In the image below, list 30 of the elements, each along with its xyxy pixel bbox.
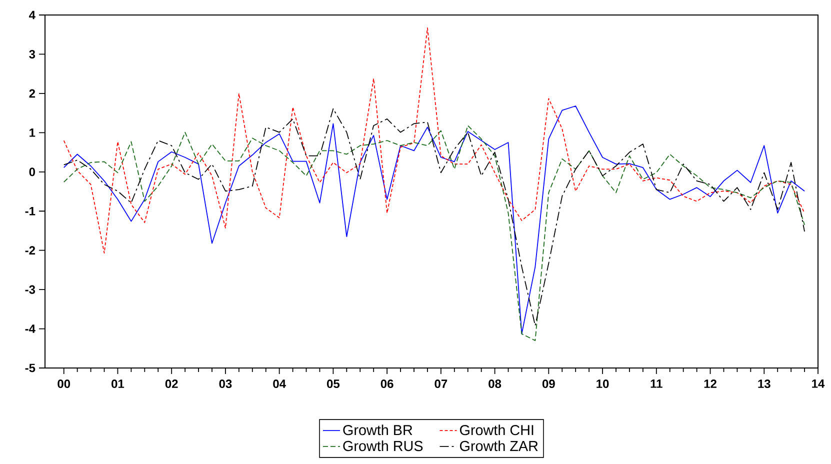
y-tick-label: -5 (25, 364, 36, 372)
x-tick-label: 05 (326, 380, 340, 388)
x-tick-label: 13 (758, 380, 770, 388)
y-tick-label: -1 (25, 206, 36, 216)
line-series (63, 28, 805, 254)
x-tick-label: 07 (434, 380, 448, 388)
y-tick-label: -3 (25, 285, 36, 294)
legend-label: Growth BR (343, 424, 412, 436)
x-tick-label: 14 (812, 380, 825, 388)
x-tick-label: 03 (219, 380, 232, 388)
x-tick-label: 02 (165, 380, 178, 388)
x-tick-label: 01 (112, 380, 124, 388)
x-tick-label: 04 (273, 380, 286, 388)
legend-label: Growth ZAR (460, 440, 538, 452)
legend-label: Growth RUS (343, 440, 423, 452)
y-tick-label: 3 (29, 50, 36, 58)
y-tick-label: 1 (30, 128, 36, 137)
x-tick-label: 06 (380, 380, 394, 388)
x-tick-label: 10 (596, 380, 609, 388)
y-tick-label: -4 (25, 324, 36, 333)
y-tick-label: 4 (29, 10, 36, 20)
x-tick-label: 09 (542, 380, 555, 388)
x-tick-label: 12 (704, 380, 716, 388)
x-tick-label: 11 (650, 380, 662, 388)
legend-label: Growth CHI (460, 424, 534, 436)
y-tick-label: 2 (29, 89, 36, 98)
x-tick-label: 08 (488, 380, 502, 388)
x-tick-label: 00 (58, 380, 70, 388)
y-tick-label: 0 (29, 168, 35, 176)
y-tick-label: -2 (25, 246, 36, 255)
